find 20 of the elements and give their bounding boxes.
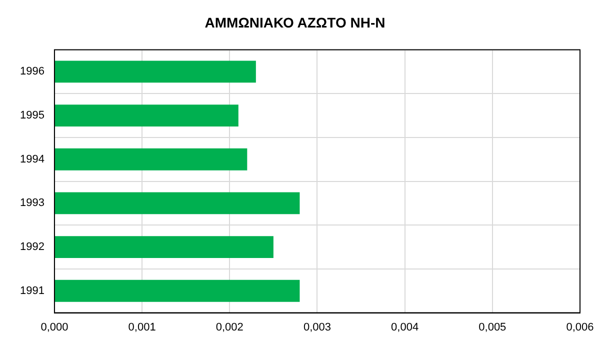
bar bbox=[54, 104, 238, 127]
y-tick-label: 1992 bbox=[20, 241, 44, 254]
bar bbox=[54, 236, 274, 258]
x-tick-label: 0,005 bbox=[478, 321, 506, 334]
bar bbox=[54, 192, 300, 214]
x-tick-label: 0,001 bbox=[128, 321, 156, 334]
bar bbox=[54, 148, 248, 170]
y-tick-label: 1993 bbox=[20, 197, 44, 210]
y-tick-label: 1991 bbox=[20, 284, 44, 297]
x-tick-label: 0,000 bbox=[40, 321, 68, 334]
y-tick-label: 1996 bbox=[20, 66, 44, 78]
y-tick-label: 1995 bbox=[20, 110, 44, 122]
x-tick-label: 0,004 bbox=[391, 321, 419, 334]
chart-title: ΑΜΜΩΝΙΑΚΟ ΑΖΩΤΟ NH-N bbox=[204, 14, 386, 30]
bar bbox=[54, 60, 256, 83]
x-tick-label: 0,006 bbox=[566, 321, 594, 334]
x-tick-label: 0,002 bbox=[216, 321, 244, 334]
y-tick-label: 1994 bbox=[20, 153, 44, 166]
bar bbox=[54, 280, 300, 302]
x-tick-label: 0,003 bbox=[303, 321, 331, 334]
